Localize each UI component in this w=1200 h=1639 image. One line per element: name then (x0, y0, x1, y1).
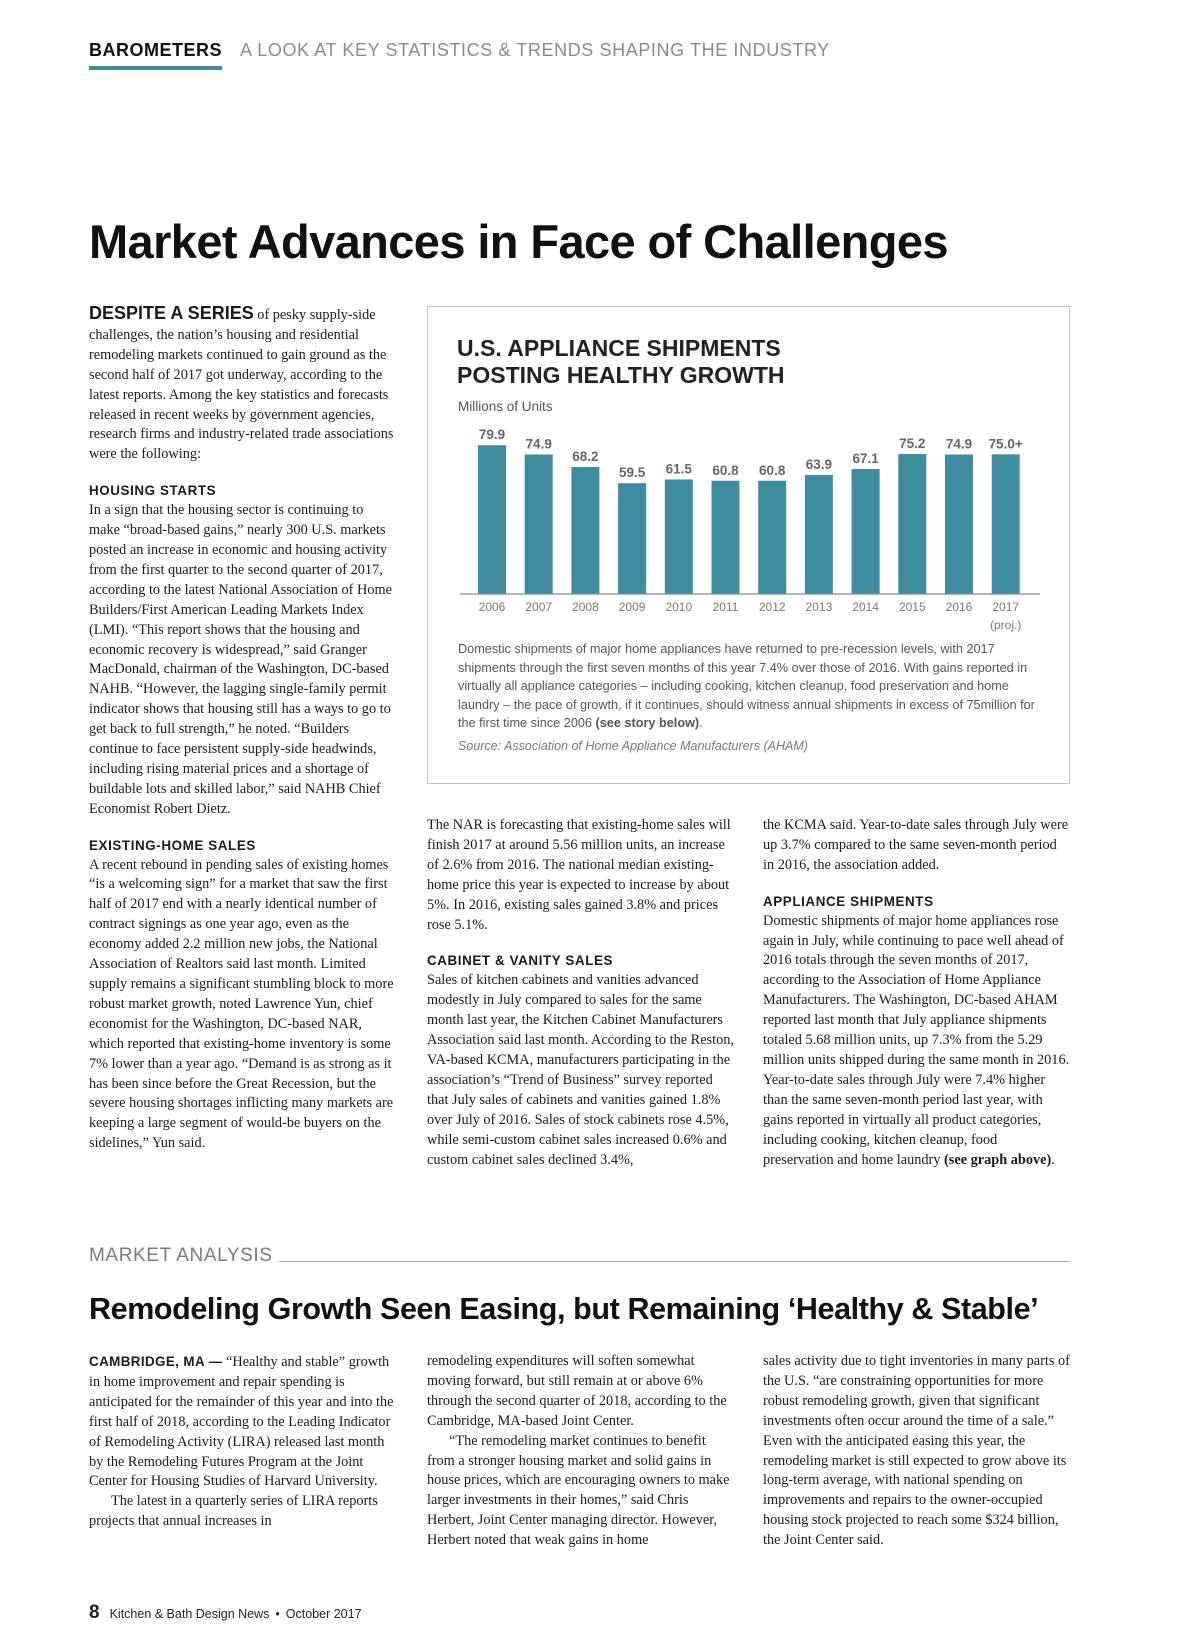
x-tick-label: 2012 (759, 600, 786, 614)
value-label: 75.0+ (989, 436, 1023, 451)
separator: • (275, 1607, 280, 1621)
paragraph: the KCMA said. Year-to-date sales throug… (763, 816, 1071, 876)
paragraph: Domestic shipments of major home applian… (763, 912, 1071, 1171)
x-tick-label: 2016 (946, 600, 973, 614)
paragraph: The NAR is forecasting that existing-hom… (427, 816, 735, 935)
headline: Remodeling Growth Seen Easing, but Remai… (89, 1292, 1039, 1326)
text: A recent rebound in pending sales of exi… (89, 856, 394, 1152)
value-label: 74.9 (526, 436, 552, 451)
paragraph: DESPITE A SERIES of pesky supply-side ch… (89, 303, 397, 465)
subheading: CABINET & VANITY SALES (427, 953, 614, 969)
chart-caption: Domestic shipments of major home applian… (458, 640, 1038, 733)
issue: October 2017 (285, 1607, 362, 1621)
x-tick-label: 2008 (572, 600, 599, 614)
text: Sales of kitchen cabinets and vanities a… (427, 972, 734, 1168)
x-tick-label: 2014 (852, 600, 879, 614)
chart-source: Source: Association of Home Appliance Ma… (458, 739, 808, 753)
text: of pesky supply-side challenges, the nat… (89, 307, 394, 463)
text: Domestic shipments of major home applian… (763, 912, 1070, 1168)
bar (571, 466, 600, 594)
text: The NAR is forecasting that existing-hom… (427, 817, 731, 933)
footer: 8 Kitchen & Bath Design News • October 2017 (89, 1602, 362, 1624)
column: the KCMA said. Year-to-date sales throug… (763, 816, 1071, 1170)
paragraph: The latest in a quarterly series of LIRA… (89, 1492, 397, 1532)
value-label: 61.5 (666, 461, 693, 476)
column: sales activity due to tight inventories … (763, 1352, 1071, 1551)
text: In a sign that the housing sector is con… (89, 502, 392, 817)
bar (664, 479, 693, 594)
bar (945, 454, 973, 594)
paragraph: sales activity due to tight inventories … (763, 1352, 1071, 1551)
bar (478, 445, 506, 594)
bar (758, 480, 787, 594)
bar (618, 483, 647, 594)
publication: Kitchen & Bath Design News (109, 1607, 270, 1621)
paragraph: In a sign that the housing sector is con… (89, 501, 397, 820)
lead-in: DESPITE A SERIES (89, 303, 254, 323)
column: remodeling expenditures will soften some… (427, 1352, 735, 1551)
lead-in: CAMBRIDGE, MA — (89, 1354, 223, 1369)
text: Domestic shipments of major home applian… (458, 642, 1035, 731)
subheading: APPLIANCE SHIPMENTS (763, 893, 934, 909)
value-label: 60.8 (759, 463, 786, 478)
text: The latest in a quarterly series of LIRA… (89, 1493, 378, 1530)
headline: Market Advances in Face of Challenges (89, 215, 949, 268)
value-label: 59.5 (619, 465, 646, 480)
chart: 79.9 2006 74.9 2007 68.2 2008 59.5 2009 61.5 2010… (460, 427, 1040, 632)
paragraph: remodeling expenditures will soften some… (427, 1352, 735, 1432)
subheading: EXISTING-HOME SALES (89, 837, 256, 853)
value-label: 79.9 (479, 427, 505, 442)
subheading: HOUSING STARTS (89, 483, 217, 499)
section-bar: MARKET ANALYSIS (89, 1245, 1070, 1267)
value-label: 74.9 (946, 436, 972, 451)
text: the KCMA said. Year-to-date sales throug… (763, 817, 1069, 873)
chart-title: U.S. APPLIANCE SHIPMENTS POSTING HEALTHY… (457, 335, 785, 388)
section-label: MARKET ANALYSIS (89, 1245, 273, 1266)
section-label: BAROMETERS (89, 40, 223, 70)
column: CAMBRIDGE, MA — “Healthy and stable” gro… (89, 1352, 397, 1532)
value-label: 75.2 (899, 436, 925, 451)
category-note: (proj.) (990, 618, 1021, 632)
x-tick-label: 2011 (713, 600, 739, 614)
text: sales activity due to tight inventories … (763, 1353, 1070, 1549)
column: The NAR is forecasting that existing-hom… (427, 816, 735, 1170)
paragraph: Sales of kitchen cabinets and vanities a… (427, 971, 735, 1170)
value-label: 68.2 (572, 449, 598, 464)
bold-text: (see graph above) (944, 1151, 1052, 1168)
x-tick-label: 2009 (619, 600, 646, 614)
tagline: A LOOK AT KEY STATISTICS & TRENDS SHAPIN… (240, 40, 830, 60)
rule (278, 1260, 1070, 1262)
bar (898, 453, 927, 594)
page-number: 8 (89, 1602, 100, 1623)
bar (524, 454, 553, 594)
x-tick-label: 2015 (899, 600, 926, 614)
text: remodeling expenditures will soften some… (427, 1353, 727, 1429)
column: DESPITE A SERIES of pesky supply-side ch… (89, 303, 397, 1155)
paragraph: A recent rebound in pending sales of exi… (89, 856, 397, 1155)
x-tick-label: 2006 (479, 600, 506, 614)
bar (804, 474, 833, 594)
paragraph: CAMBRIDGE, MA — “Healthy and stable” gro… (89, 1352, 397, 1492)
bar (851, 469, 880, 594)
x-tick-label: 2013 (806, 600, 833, 614)
y-axis-label: Millions of Units (458, 399, 553, 414)
header: BAROMETERS A LOOK AT KEY STATISTICS & TRE… (89, 40, 830, 70)
value-label: 67.1 (852, 451, 879, 466)
value-label: 60.8 (712, 463, 739, 478)
bar (991, 454, 1020, 594)
text: . (699, 716, 703, 731)
paragraph: “The remodeling market continues to bene… (427, 1432, 735, 1551)
chart-box: 79.9 2006 74.9 2007 68.2 2008 59.5 2009 61.5 2010… (427, 306, 1070, 784)
text: . (1051, 1151, 1055, 1168)
bar (711, 480, 740, 594)
text: “Healthy and stable” growth in home impr… (89, 1354, 394, 1490)
x-tick-label: 2010 (665, 600, 692, 614)
value-label: 63.9 (806, 457, 832, 472)
bold-text: (see story below) (595, 716, 700, 731)
x-tick-label: 2007 (525, 600, 552, 614)
text: “The remodeling market continues to bene… (427, 1432, 730, 1549)
x-tick-label: 2017 (992, 600, 1019, 614)
